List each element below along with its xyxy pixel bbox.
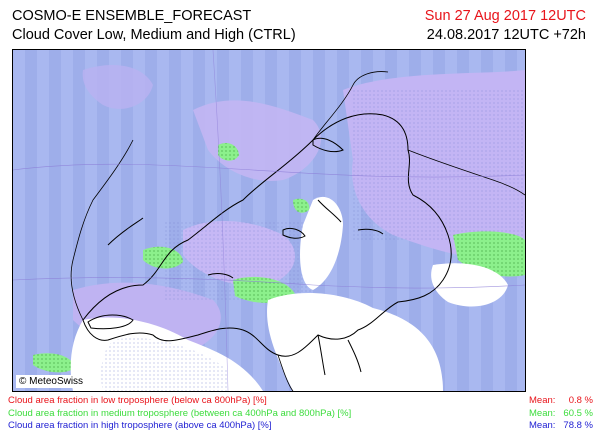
legend-row-low: Cloud area fraction in low troposphere (… [8,395,593,408]
region-line-2 [13,277,525,289]
time-block: Sun 27 Aug 2017 12UTC 24.08.2017 12UTC +… [425,7,586,45]
mean-value-high: 78.8 % [563,420,593,431]
medium-cloud-patch-3 [293,198,310,213]
legend-row-medium: Cloud area fraction in medium tropospher… [8,408,593,421]
valid-time: Sun 27 Aug 2017 12UTC [424,8,586,24]
legend-stat-low: Mean: 0.8 % [529,395,593,408]
legend-label-low: Cloud area fraction in low troposphere (… [8,395,267,406]
title-block: COSMO-E ENSEMBLE_FORECAST Cloud Cover Lo… [12,7,296,45]
mean-label-low: Mean: [529,395,556,406]
mean-label-medium: Mean: [529,407,556,419]
lake-thun [207,273,234,279]
legend-stat-medium: Mean: 60.5 % [529,408,593,421]
mean-value-medium: 60.5 % [563,407,593,419]
cloud-cover-map[interactable]: © MeteoSwiss [12,49,526,392]
lake-constance [312,137,344,153]
border-italy [277,354,294,391]
product-subtitle: Cloud Cover Low, Medium and High (CTRL) [12,27,296,43]
border-france [70,139,134,321]
map-canvas [13,50,525,391]
meteoswiss-credit: © MeteoSwiss [16,375,88,388]
product-title: COSMO-E ENSEMBLE_FORECAST [12,8,252,24]
legend-stat-high: Mean: 78.8 % [529,420,593,433]
lake-lucerne [282,227,306,239]
swiss-border [82,113,452,357]
border-germany-austria [312,71,389,141]
legend-label-medium: Cloud area fraction in medium tropospher… [8,407,352,419]
clear-area-east [431,263,508,307]
medium-cloud-patch-2 [143,246,183,269]
lake-walen [357,228,384,235]
lake-como [347,339,362,373]
run-time: 24.08.2017 12UTC +72h [426,27,586,43]
clear-area-center [300,196,343,290]
clear-area-southeast [267,293,443,391]
legend-row-high: Cloud area fraction in high troposphere … [8,420,593,433]
mean-label-high: Mean: [529,420,556,431]
lake-zurich [317,199,342,223]
lavender-area-west [82,65,153,109]
legend-label-high: Cloud area fraction in high troposphere … [8,420,272,431]
border-austria-italy [407,149,525,196]
region-line-1 [13,163,525,178]
lake-geneva [87,314,134,330]
mixed-texture-south [101,338,228,391]
lake-maggiore [317,334,326,376]
medium-cloud-patch-6 [33,353,75,373]
medium-cloud-patch-1 [218,143,239,161]
legend: Cloud area fraction in low troposphere (… [8,395,593,433]
region-line-3 [212,50,229,391]
mean-value-low: 0.8 % [568,395,593,406]
lake-neuchatel [107,217,144,246]
